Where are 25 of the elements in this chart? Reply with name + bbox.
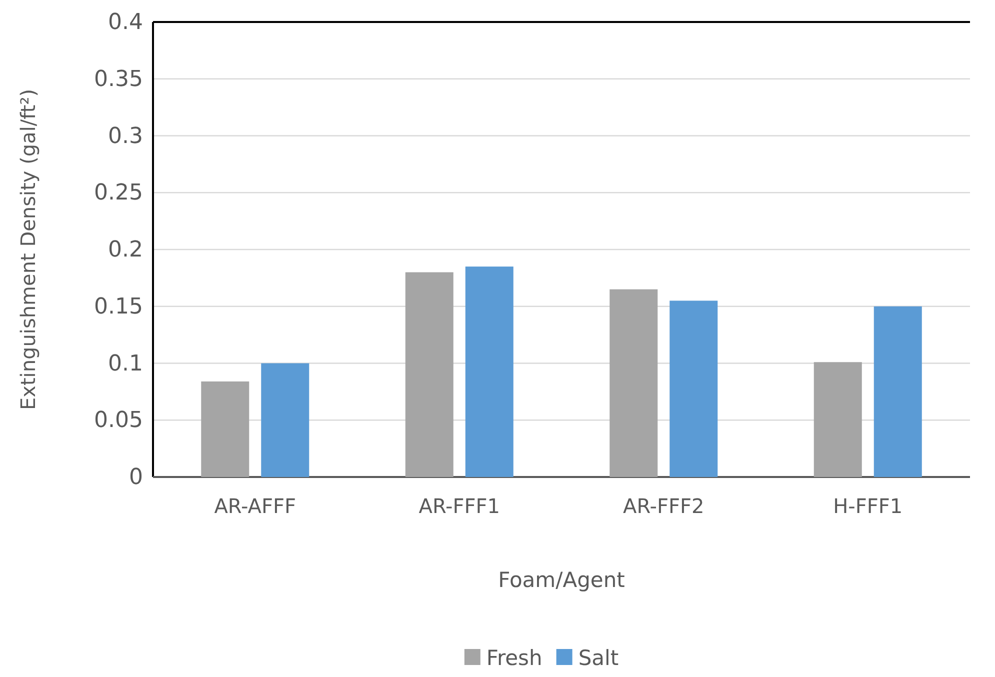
y-tick-label: 0.25 (94, 180, 143, 206)
bar (261, 363, 310, 477)
y-axis-title: Extinguishment Density (gal/ft²) (16, 88, 40, 410)
bar (465, 266, 514, 477)
x-axis-title: Foam/Agent (498, 568, 625, 592)
y-tick-label: 0.1 (108, 351, 143, 376)
bar (814, 362, 862, 477)
x-tick-label: H-FFF1 (833, 494, 903, 518)
legend-label: Salt (578, 646, 619, 670)
y-tick-label: 0.3 (108, 124, 143, 149)
y-tick-label: 0.05 (94, 408, 143, 434)
y-tick-label: 0.35 (94, 66, 143, 92)
bar (874, 306, 922, 477)
bar (201, 381, 250, 477)
x-tick-label: AR-AFFF (214, 494, 296, 518)
x-tick-label: AR-FFF1 (418, 494, 500, 518)
x-tick-label: AR-FFF2 (623, 494, 704, 518)
y-tick-label: 0 (129, 465, 143, 490)
bar (670, 300, 718, 477)
legend-label: Fresh (486, 646, 542, 670)
y-tick-label: 0.15 (94, 294, 143, 320)
bar (610, 289, 658, 477)
bar (405, 272, 454, 477)
y-tick-label: 0.2 (108, 238, 143, 263)
y-tick-label: 0.4 (108, 10, 143, 36)
